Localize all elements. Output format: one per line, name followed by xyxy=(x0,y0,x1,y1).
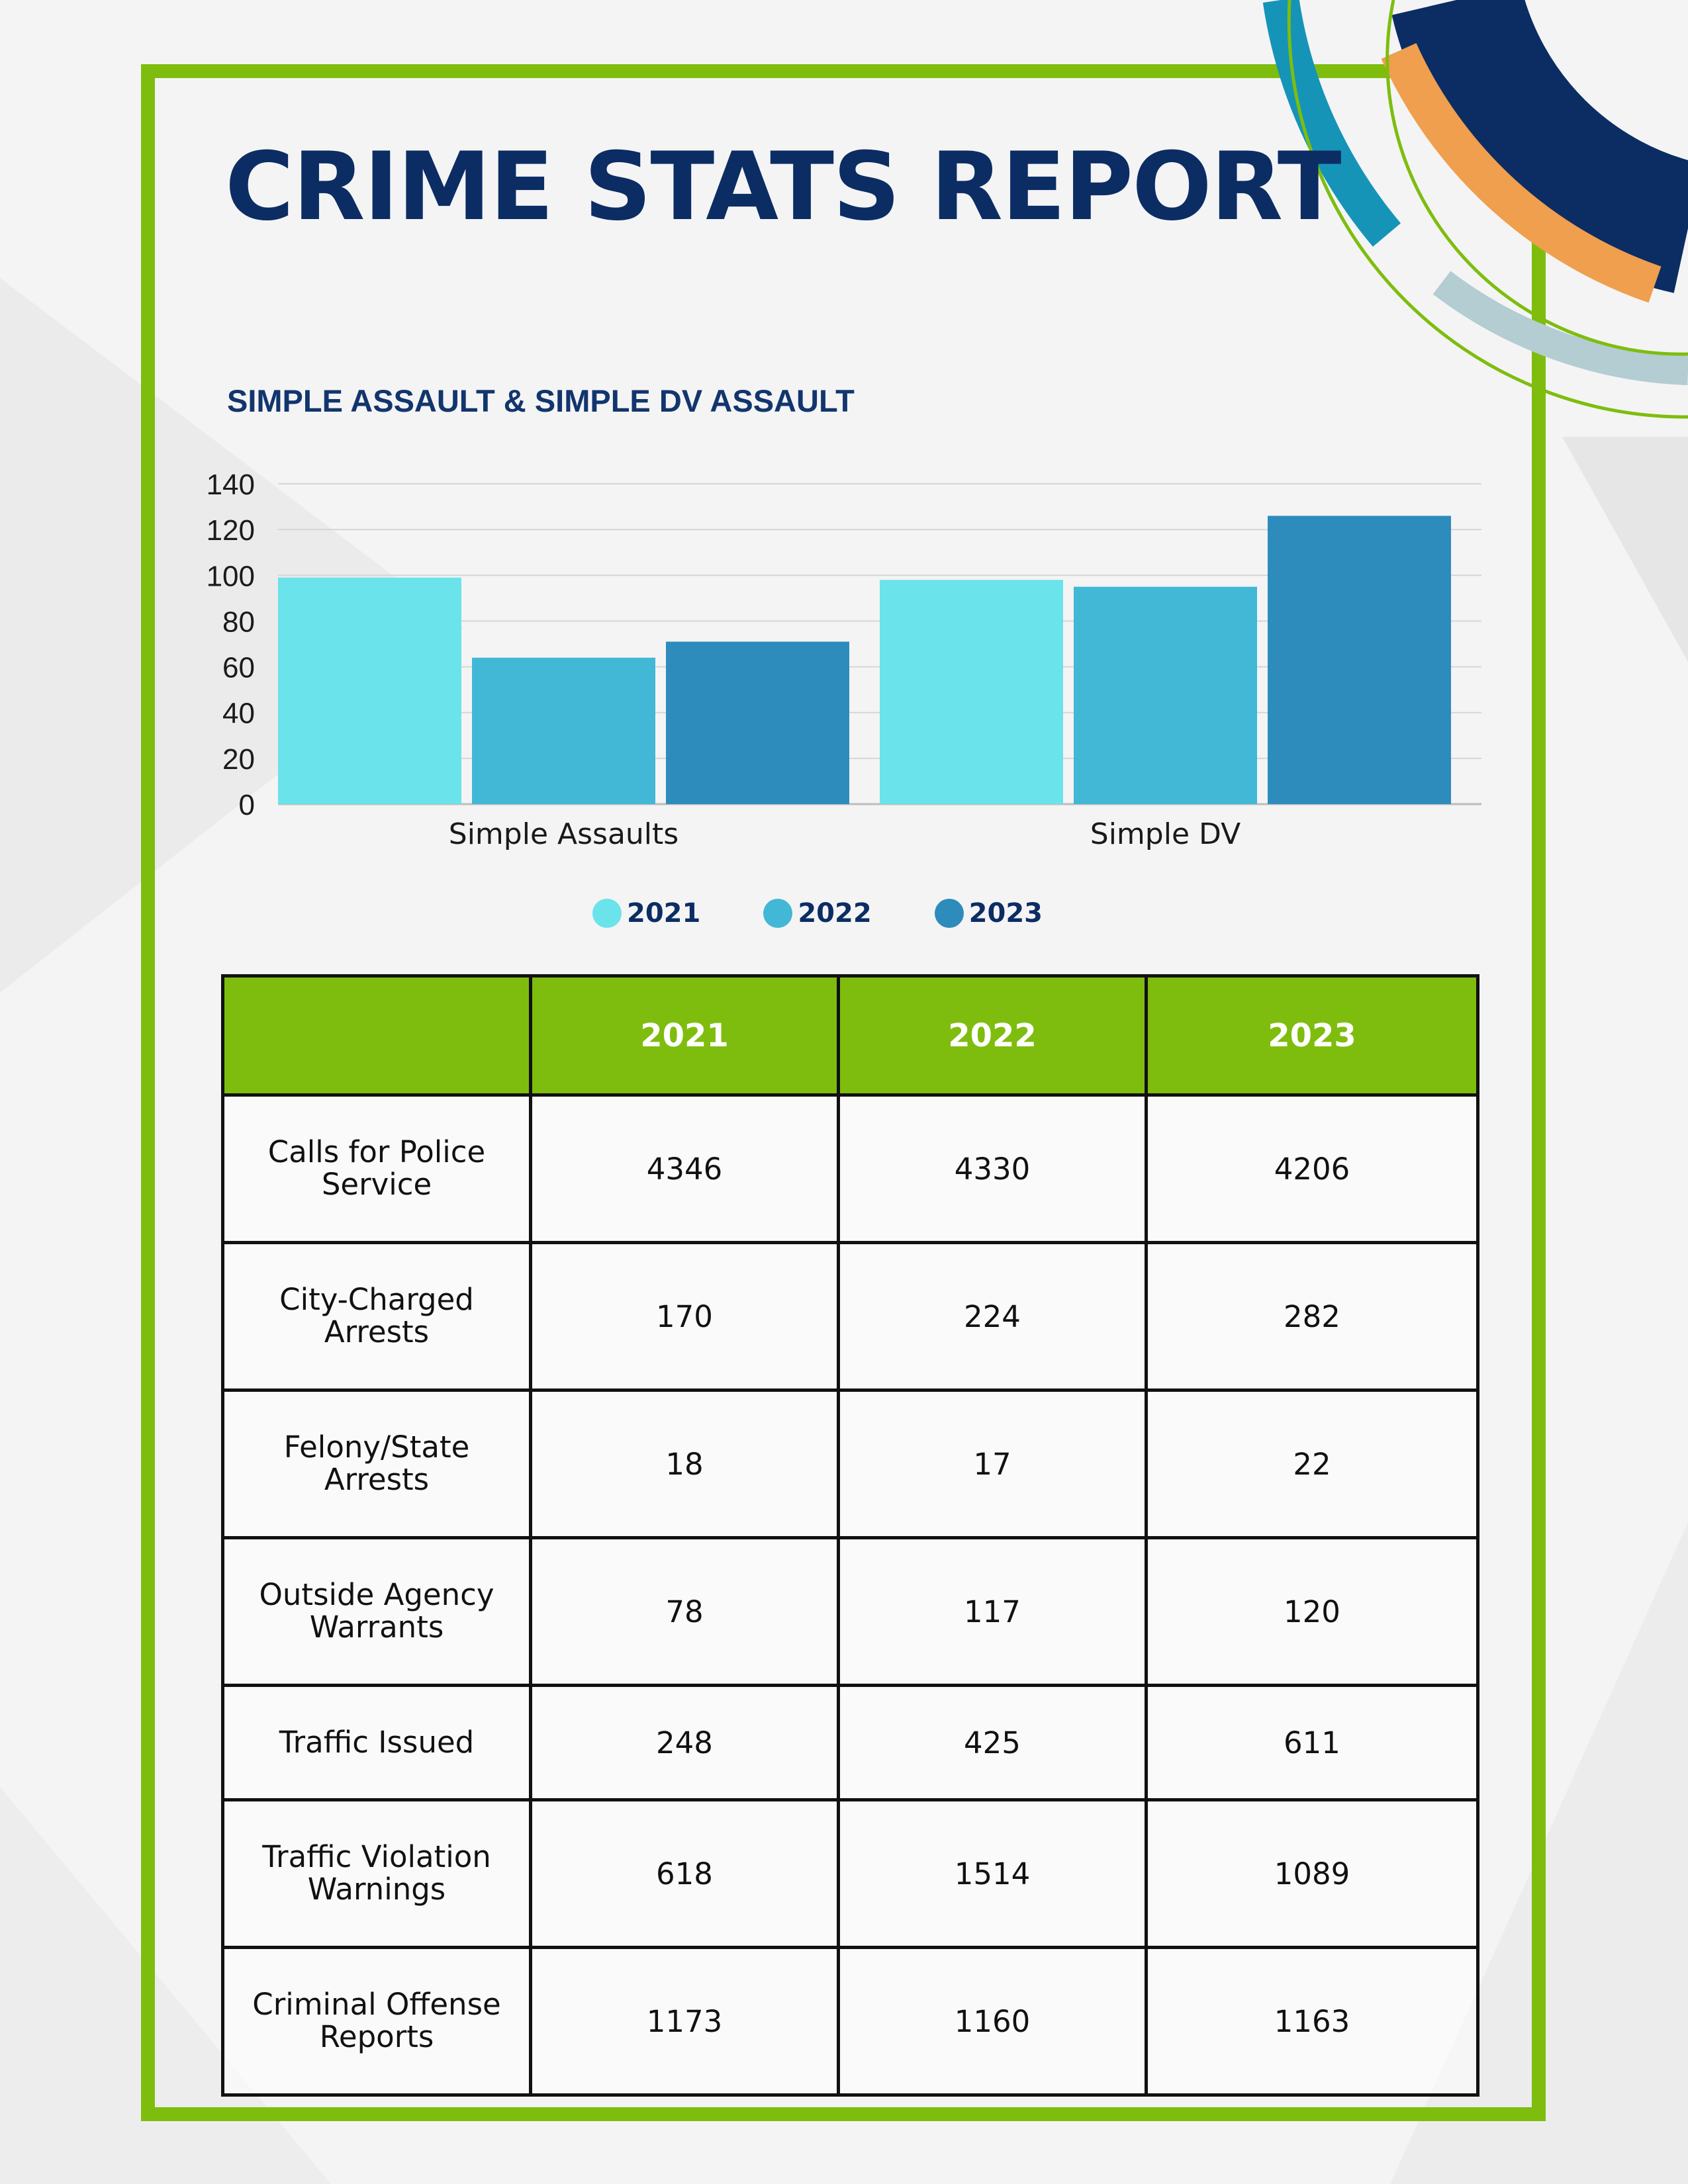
y-tick-label: 80 xyxy=(222,606,255,638)
y-tick-label: 120 xyxy=(207,514,255,547)
legend-swatch-2023 xyxy=(934,899,964,928)
legend-swatch-2022 xyxy=(763,899,793,928)
background-facet xyxy=(1562,437,1688,662)
y-tick-label: 0 xyxy=(239,789,255,821)
table-cell: 170 xyxy=(529,1241,840,1392)
table-cell: 1514 xyxy=(837,1798,1148,1949)
background-facet xyxy=(0,278,463,993)
table-row: Criminal Offense Reports 1173 1160 1163 xyxy=(221,1946,1479,2097)
table-header-cell: 2022 xyxy=(837,974,1148,1097)
y-tick-label: 100 xyxy=(207,560,255,592)
x-category-label: Simple DV xyxy=(1090,817,1241,851)
table-header-cell-blank xyxy=(221,974,532,1097)
stats-table: 2021 2022 2023 Calls for Police Service … xyxy=(221,974,1479,2097)
row-label: Traffic Issued xyxy=(221,1684,532,1801)
legend-swatch-2021 xyxy=(592,899,622,928)
navy-arc xyxy=(1391,0,1688,293)
row-label: Calls for Police Service xyxy=(221,1093,532,1244)
row-label: Outside Agency Warrants xyxy=(221,1536,532,1687)
legend-label-2021: 2021 xyxy=(627,898,701,929)
table-cell: 4206 xyxy=(1145,1093,1479,1244)
page-frame xyxy=(141,64,1546,2121)
table-cell: 4330 xyxy=(837,1093,1148,1244)
table-cell: 120 xyxy=(1145,1536,1479,1687)
green-thin-arc xyxy=(1287,0,1688,419)
table-header-cell: 2023 xyxy=(1145,974,1479,1097)
table-cell: 248 xyxy=(529,1684,840,1801)
table-row: City-Charged Arrests 170 224 282 xyxy=(221,1241,1479,1392)
page-title: CRIME STATS REPORT xyxy=(225,132,1342,242)
bar-2023-simple-assaults xyxy=(666,641,849,804)
table-row: Calls for Police Service 4346 4330 4206 xyxy=(221,1093,1479,1244)
table-cell: 1089 xyxy=(1145,1798,1479,1949)
table-cell: 1173 xyxy=(529,1946,840,2097)
bar-2022-simple-dv xyxy=(1074,586,1257,804)
chart-title: SIMPLE ASSAULT & SIMPLE DV ASSAULT xyxy=(227,383,855,418)
table-cell: 282 xyxy=(1145,1241,1479,1392)
bar-2022-simple-assaults xyxy=(472,657,655,804)
bar-2021-simple-assaults xyxy=(278,577,461,804)
chart-legend: 2021 2022 2023 xyxy=(592,895,1043,932)
table-cell: 4346 xyxy=(529,1093,840,1244)
table-cell: 618 xyxy=(529,1798,840,1949)
table-cell: 611 xyxy=(1145,1684,1479,1801)
row-label: Criminal Offense Reports xyxy=(221,1946,532,2097)
bar-2021-simple-dv xyxy=(880,580,1063,804)
table-cell: 78 xyxy=(529,1536,840,1687)
table-cell: 18 xyxy=(529,1388,840,1539)
y-tick-label: 140 xyxy=(207,469,255,501)
table-header-row: 2021 2022 2023 xyxy=(221,974,1479,1097)
table-cell: 224 xyxy=(837,1241,1148,1392)
row-label: Felony/State Arrests xyxy=(221,1388,532,1539)
table-cell: 1163 xyxy=(1145,1946,1479,2097)
legend-label-2022: 2022 xyxy=(798,898,872,929)
legend-label-2023: 2023 xyxy=(968,898,1043,929)
table-cell: 22 xyxy=(1145,1388,1479,1539)
table-row: Traffic Issued 248 425 611 xyxy=(221,1684,1479,1801)
legend-item-2022: 2022 xyxy=(763,895,934,932)
legend-item-2023: 2023 xyxy=(934,895,1043,932)
bar-2023-simple-dv xyxy=(1268,516,1451,804)
table-cell: 425 xyxy=(837,1684,1148,1801)
legend-item-2021: 2021 xyxy=(592,895,763,932)
green-thin-arc xyxy=(1385,0,1688,356)
table-row: Felony/State Arrests 18 17 22 xyxy=(221,1388,1479,1539)
row-label: City-Charged Arrests xyxy=(221,1241,532,1392)
table-cell: 117 xyxy=(837,1536,1148,1687)
y-tick-label: 60 xyxy=(222,652,255,684)
y-tick-label: 20 xyxy=(222,743,255,776)
table-header-cell: 2021 xyxy=(529,974,840,1097)
table-row: Outside Agency Warrants 78 117 120 xyxy=(221,1536,1479,1687)
y-tick-label: 40 xyxy=(222,698,255,730)
table-cell: 1160 xyxy=(837,1946,1148,2097)
row-label: Traffic Violation Warnings xyxy=(221,1798,532,1949)
teal-arc xyxy=(1262,0,1401,247)
table-row: Traffic Violation Warnings 618 1514 1089 xyxy=(221,1798,1479,1949)
orange-arc xyxy=(1381,43,1662,303)
gray-arc xyxy=(1432,271,1688,385)
x-category-label: Simple Assaults xyxy=(449,817,679,851)
table-cell: 17 xyxy=(837,1388,1148,1539)
